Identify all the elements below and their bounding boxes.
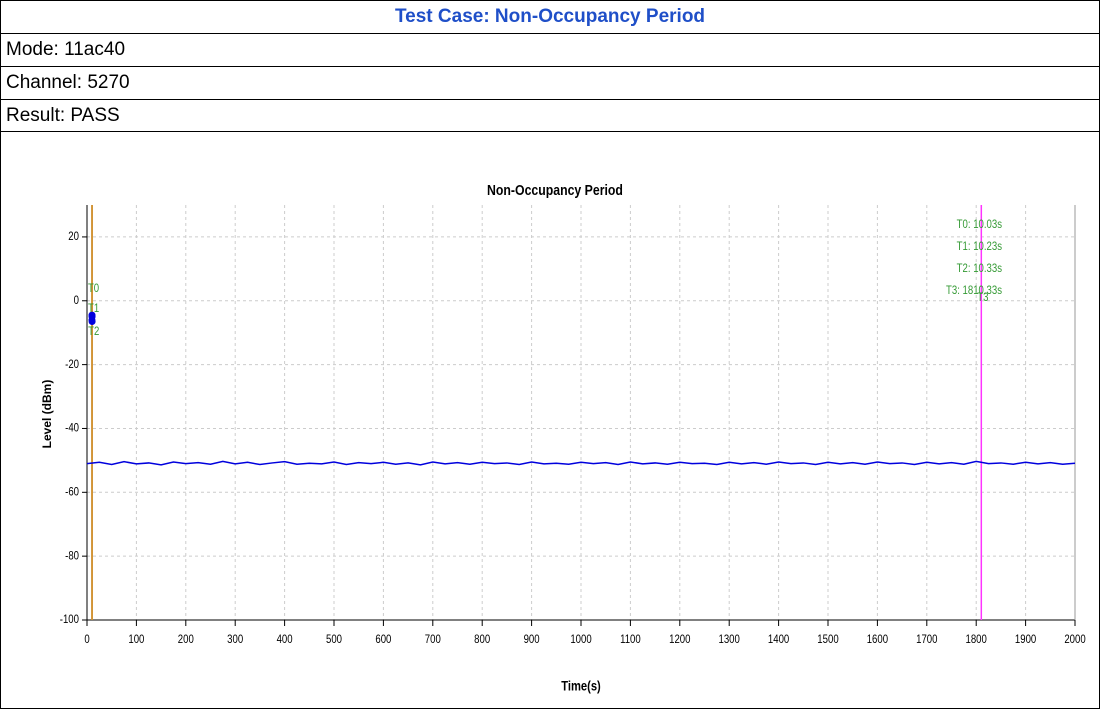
x-axis-label: Time(s)	[561, 679, 601, 694]
x-tick-label: 1600	[867, 633, 888, 646]
x-tick-label: 800	[474, 633, 490, 646]
y-tick-label: -80	[65, 549, 79, 562]
y-tick-label: -60	[65, 486, 79, 499]
x-tick-label: 1500	[817, 633, 838, 646]
x-tick-label: 2000	[1064, 633, 1085, 646]
y-tick-label: 20	[68, 230, 79, 243]
y-tick-label: -100	[60, 613, 79, 626]
x-tick-label: 700	[425, 633, 441, 646]
y-axis-label: Level (dBm)	[40, 380, 54, 449]
x-tick-label: 1000	[570, 633, 591, 646]
x-tick-label: 900	[524, 633, 540, 646]
x-tick-label: 400	[277, 633, 293, 646]
marker-label: T0	[88, 282, 99, 295]
table-row: Channel: 5270	[0, 66, 1100, 99]
x-tick-label: 1700	[916, 633, 937, 646]
x-tick-label: 300	[227, 633, 243, 646]
x-tick-label: 200	[178, 633, 194, 646]
y-tick-label: 0	[74, 294, 79, 307]
marker-annotation: T2: 10.33s	[957, 262, 1003, 275]
marker-label: T1	[88, 302, 99, 315]
table-title: Test Case: Non-Occupancy Period	[0, 0, 1100, 33]
chart-title: Non-Occupancy Period	[487, 182, 623, 198]
marker-annotation: T3: 1810.33s	[946, 284, 1003, 297]
marker-annotation: T0: 10.03s	[957, 218, 1003, 231]
x-tick-label: 1400	[768, 633, 789, 646]
y-tick-label: -20	[65, 358, 79, 371]
x-tick-label: 600	[375, 633, 391, 646]
x-tick-label: 1900	[1015, 633, 1036, 646]
table-row: Mode: 11ac40	[0, 33, 1100, 66]
x-tick-label: 0	[84, 633, 89, 646]
data-point	[88, 318, 96, 326]
data-line	[86, 460, 1076, 466]
marker-annotation: T1: 10.23s	[957, 240, 1003, 253]
marker-label: T3	[977, 291, 988, 304]
x-tick-label: 1800	[966, 633, 987, 646]
table-row: Result: PASS	[0, 99, 1100, 131]
plot-area	[87, 205, 1075, 620]
y-tick-label: -40	[65, 422, 79, 435]
x-tick-label: 500	[326, 633, 342, 646]
x-tick-label: 1300	[719, 633, 740, 646]
chart: Non-Occupancy Period Time(s) Level (dBm)…	[0, 131, 1100, 709]
marker-label: T2	[88, 325, 99, 338]
x-tick-label: 1100	[620, 633, 641, 646]
x-tick-label: 100	[128, 633, 144, 646]
x-tick-label: 1200	[669, 633, 690, 646]
